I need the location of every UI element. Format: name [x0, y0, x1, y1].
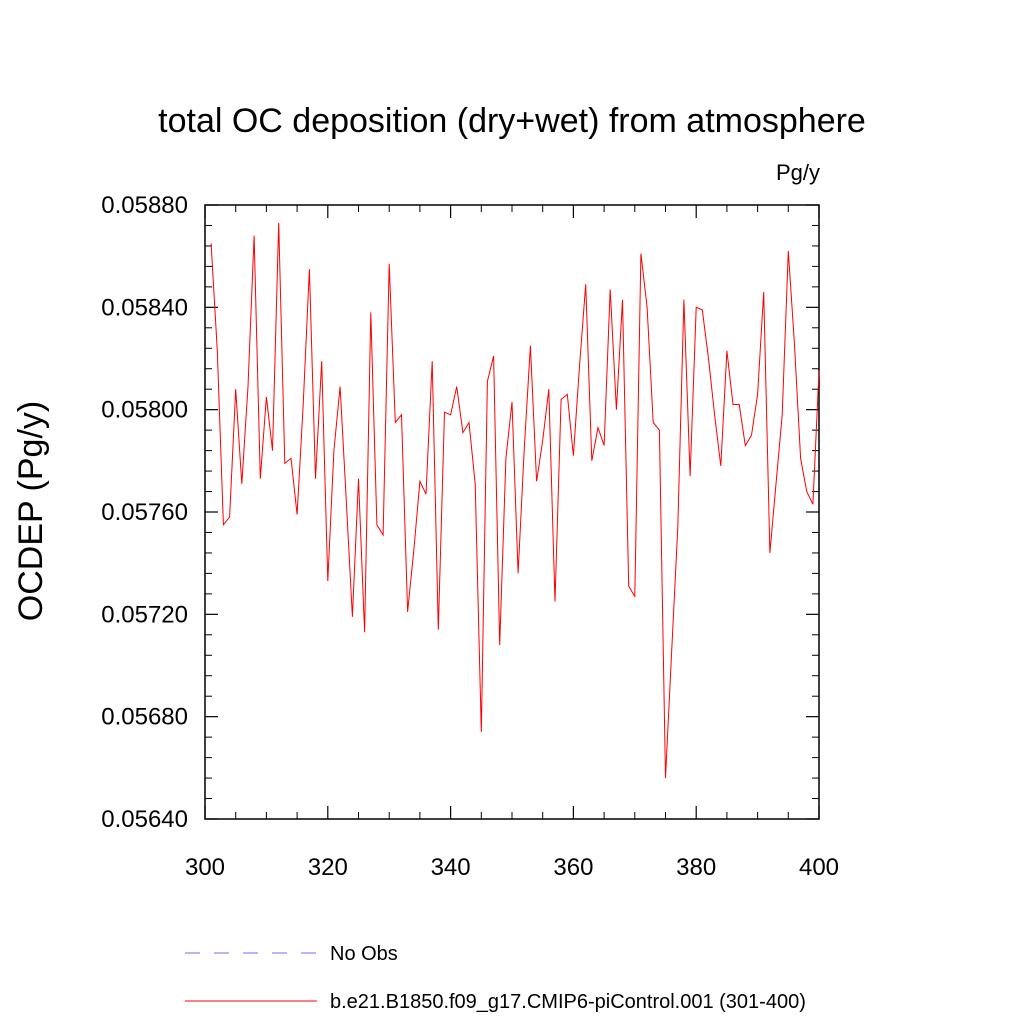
- legend-label-no-obs: No Obs: [330, 943, 398, 965]
- y-tick-label: 0.05720: [101, 601, 188, 628]
- x-tick-label: 300: [185, 854, 225, 881]
- legend-label-control: b.e21.B1850.f09_g17.CMIP6-piControl.001 …: [330, 991, 806, 1013]
- units-label: Pg/y: [776, 160, 820, 185]
- y-tick-label: 0.05800: [101, 397, 188, 424]
- series-layer: [210, 222, 820, 779]
- y-axis: 0.05640 0.05680 0.05720 0.05760 0.05800 0.058…: [101, 192, 819, 833]
- legend: No Obs b.e21.B1850.f09_g17.CMIP6-piContr…: [185, 943, 806, 1013]
- y-tick-label: 0.05680: [101, 704, 188, 731]
- series-line: [210, 222, 820, 779]
- x-tick-label: 320: [308, 854, 348, 881]
- y-axis-label: OCDEP (Pg/y): [12, 401, 50, 621]
- y-tick-label: 0.05640: [101, 806, 188, 833]
- x-tick-label: 380: [676, 854, 716, 881]
- y-tick-label: 0.05760: [101, 499, 188, 526]
- chart-title: total OC deposition (dry+wet) from atmos…: [158, 102, 866, 140]
- y-tick-label: 0.05880: [101, 192, 188, 219]
- x-tick-label: 360: [553, 854, 593, 881]
- x-axis: 300 320 340 360 380 400: [185, 205, 839, 881]
- x-tick-label: 400: [799, 854, 839, 881]
- x-tick-label: 340: [431, 854, 471, 881]
- y-tick-label: 0.05840: [101, 294, 188, 321]
